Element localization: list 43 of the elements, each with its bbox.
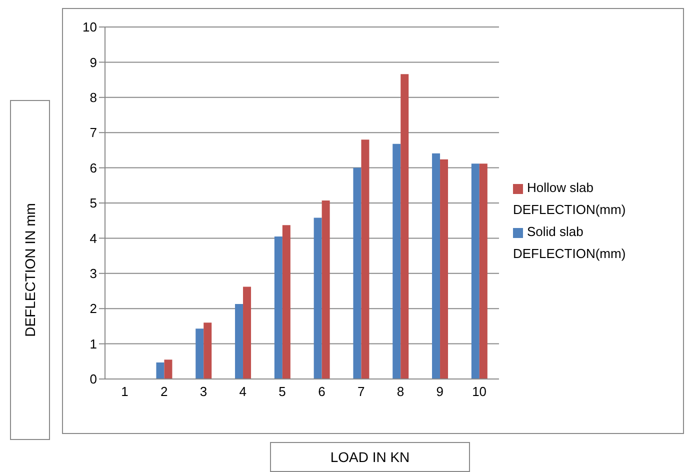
bar bbox=[361, 140, 370, 379]
bar bbox=[471, 164, 480, 379]
bar bbox=[392, 144, 401, 379]
bar bbox=[400, 74, 409, 379]
x-tick-label: 8 bbox=[396, 384, 404, 400]
y-tick-label: 6 bbox=[90, 160, 97, 176]
bar bbox=[353, 168, 362, 379]
bar bbox=[243, 286, 252, 379]
bar bbox=[274, 236, 282, 379]
bar bbox=[196, 328, 204, 379]
y-tick-label: 5 bbox=[90, 196, 97, 211]
legend-label: Solid slab DEFLECTION(mm) bbox=[513, 224, 626, 261]
y-tick-label: 10 bbox=[82, 20, 97, 35]
x-tick-label: 3 bbox=[200, 384, 208, 400]
bar bbox=[432, 153, 440, 379]
x-tick-label: 1 bbox=[121, 384, 128, 400]
x-tick-label: 10 bbox=[472, 384, 487, 400]
y-tick-label: 4 bbox=[90, 230, 97, 246]
x-tick-label: 5 bbox=[278, 384, 286, 400]
bar bbox=[314, 218, 322, 379]
legend-label: Hollow slab DEFLECTION(mm) bbox=[513, 180, 626, 217]
bar bbox=[204, 322, 212, 379]
bar bbox=[479, 164, 488, 379]
y-axis-title: DEFLECTION IN mm bbox=[22, 203, 38, 337]
y-tick-label: 3 bbox=[90, 266, 97, 282]
x-tick-label: 4 bbox=[239, 384, 247, 400]
bar bbox=[282, 225, 290, 379]
x-tick-label: 6 bbox=[318, 384, 326, 400]
y-tick-label: 1 bbox=[90, 336, 97, 352]
y-tick-label: 0 bbox=[90, 372, 97, 387]
x-tick-label: 7 bbox=[357, 384, 365, 400]
y-tick-label: 8 bbox=[90, 90, 97, 106]
bar bbox=[440, 159, 448, 379]
bar bbox=[235, 304, 244, 379]
y-tick-label: 7 bbox=[90, 125, 97, 140]
bar bbox=[164, 360, 172, 379]
x-tick-label: 2 bbox=[160, 384, 168, 400]
x-axis-title: LOAD IN KN bbox=[270, 442, 470, 472]
bar bbox=[322, 200, 330, 379]
x-tick-label: 9 bbox=[436, 384, 444, 400]
y-tick-label: 9 bbox=[90, 54, 97, 70]
y-tick-label: 2 bbox=[90, 301, 97, 316]
bar bbox=[156, 362, 164, 379]
